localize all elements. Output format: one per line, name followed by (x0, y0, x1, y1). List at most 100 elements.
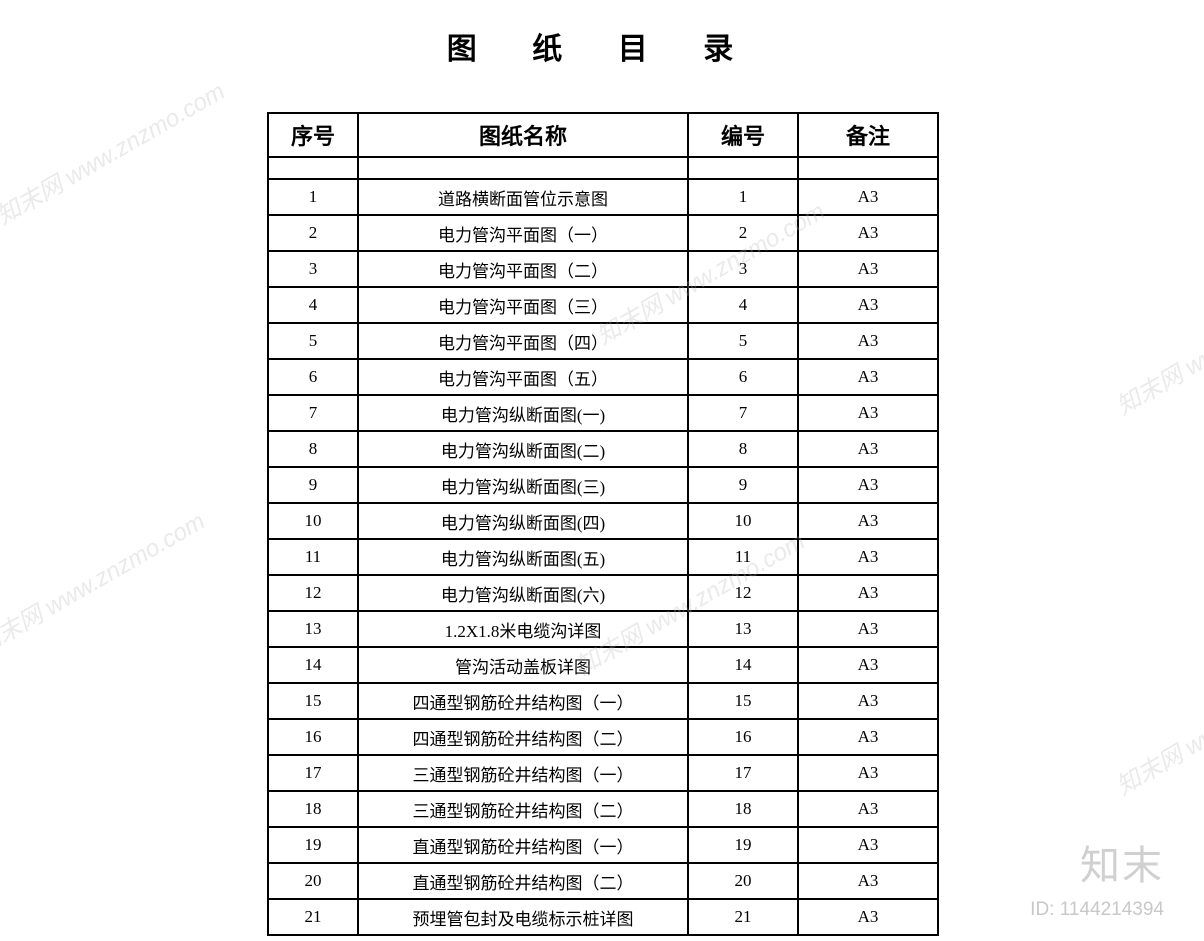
cell-name: 1.2X1.8米电缆沟详图 (358, 611, 688, 647)
cell-seq: 16 (268, 719, 358, 755)
cell-name: 电力管沟纵断面图(五) (358, 539, 688, 575)
cell-name: 三通型钢筋砼井结构图（一） (358, 755, 688, 791)
cell-remark: A3 (798, 251, 938, 287)
cell-name: 四通型钢筋砼井结构图（一） (358, 683, 688, 719)
cell-name: 电力管沟平面图（一） (358, 215, 688, 251)
cell-number: 19 (688, 827, 798, 863)
cell-remark: A3 (798, 827, 938, 863)
cell-number: 20 (688, 863, 798, 899)
cell-name: 电力管沟平面图（三） (358, 287, 688, 323)
cell-seq: 17 (268, 755, 358, 791)
cell-remark: A3 (798, 575, 938, 611)
empty-cell (798, 157, 938, 179)
cell-name: 电力管沟纵断面图(六) (358, 575, 688, 611)
table-row: 131.2X1.8米电缆沟详图13A3 (268, 611, 938, 647)
cell-seq: 14 (268, 647, 358, 683)
header-seq: 序号 (268, 113, 358, 157)
cell-name: 道路横断面管位示意图 (358, 179, 688, 215)
table-row: 17三通型钢筋砼井结构图（一）17A3 (268, 755, 938, 791)
cell-remark: A3 (798, 719, 938, 755)
page-title: 图 纸 目 录 (0, 24, 1204, 68)
cell-number: 11 (688, 539, 798, 575)
drawing-list-table-container: 序号 图纸名称 编号 备注 1道路横断面管位示意图1A32电力管沟平面图（一）2… (267, 112, 937, 936)
cell-remark: A3 (798, 323, 938, 359)
cell-remark: A3 (798, 863, 938, 899)
cell-seq: 5 (268, 323, 358, 359)
empty-cell (688, 157, 798, 179)
cell-seq: 15 (268, 683, 358, 719)
cell-name: 电力管沟平面图（二） (358, 251, 688, 287)
cell-remark: A3 (798, 755, 938, 791)
table-row: 10电力管沟纵断面图(四)10A3 (268, 503, 938, 539)
cell-remark: A3 (798, 287, 938, 323)
cell-seq: 2 (268, 215, 358, 251)
cell-number: 21 (688, 899, 798, 935)
watermark-logo: 知末 (1080, 833, 1164, 891)
cell-number: 2 (688, 215, 798, 251)
table-row: 5电力管沟平面图（四）5A3 (268, 323, 938, 359)
cell-number: 7 (688, 395, 798, 431)
cell-number: 10 (688, 503, 798, 539)
cell-name: 电力管沟纵断面图(二) (358, 431, 688, 467)
cell-name: 三通型钢筋砼井结构图（二） (358, 791, 688, 827)
cell-remark: A3 (798, 683, 938, 719)
cell-number: 8 (688, 431, 798, 467)
table-row: 3电力管沟平面图（二）3A3 (268, 251, 938, 287)
cell-name: 电力管沟纵断面图(一) (358, 395, 688, 431)
cell-number: 6 (688, 359, 798, 395)
cell-seq: 6 (268, 359, 358, 395)
cell-number: 12 (688, 575, 798, 611)
cell-name: 直通型钢筋砼井结构图（一） (358, 827, 688, 863)
cell-number: 16 (688, 719, 798, 755)
cell-name: 管沟活动盖板详图 (358, 647, 688, 683)
table-row: 16四通型钢筋砼井结构图（二）16A3 (268, 719, 938, 755)
table-row: 20直通型钢筋砼井结构图（二）20A3 (268, 863, 938, 899)
cell-name: 预埋管包封及电缆标示桩详图 (358, 899, 688, 935)
cell-number: 17 (688, 755, 798, 791)
cell-remark: A3 (798, 539, 938, 575)
table-empty-row (268, 157, 938, 179)
cell-seq: 4 (268, 287, 358, 323)
cell-seq: 10 (268, 503, 358, 539)
cell-name: 电力管沟纵断面图(三) (358, 467, 688, 503)
table-row: 8电力管沟纵断面图(二)8A3 (268, 431, 938, 467)
header-remark: 备注 (798, 113, 938, 157)
table-row: 14管沟活动盖板详图14A3 (268, 647, 938, 683)
header-name: 图纸名称 (358, 113, 688, 157)
watermark-id: ID: 1144214394 (1030, 899, 1164, 921)
watermark-diagonal: 知末网 www.znzmo.com (1109, 262, 1204, 422)
table-row: 21预埋管包封及电缆标示桩详图21A3 (268, 899, 938, 935)
cell-number: 9 (688, 467, 798, 503)
cell-remark: A3 (798, 179, 938, 215)
cell-seq: 9 (268, 467, 358, 503)
cell-seq: 20 (268, 863, 358, 899)
cell-name: 电力管沟平面图（五） (358, 359, 688, 395)
cell-number: 5 (688, 323, 798, 359)
cell-number: 1 (688, 179, 798, 215)
table-row: 15四通型钢筋砼井结构图（一）15A3 (268, 683, 938, 719)
table-row: 18三通型钢筋砼井结构图（二）18A3 (268, 791, 938, 827)
cell-seq: 19 (268, 827, 358, 863)
table-row: 7电力管沟纵断面图(一)7A3 (268, 395, 938, 431)
table-row: 19直通型钢筋砼井结构图（一）19A3 (268, 827, 938, 863)
cell-number: 15 (688, 683, 798, 719)
table-row: 2电力管沟平面图（一）2A3 (268, 215, 938, 251)
cell-seq: 18 (268, 791, 358, 827)
watermark-diagonal: 知末网 www.znzmo.com (0, 72, 230, 232)
cell-number: 3 (688, 251, 798, 287)
cell-remark: A3 (798, 359, 938, 395)
cell-name: 四通型钢筋砼井结构图（二） (358, 719, 688, 755)
cell-seq: 13 (268, 611, 358, 647)
cell-remark: A3 (798, 503, 938, 539)
cell-name: 电力管沟平面图（四） (358, 323, 688, 359)
table-header-row: 序号 图纸名称 编号 备注 (268, 113, 938, 157)
cell-number: 13 (688, 611, 798, 647)
table-row: 11电力管沟纵断面图(五)11A3 (268, 539, 938, 575)
cell-remark: A3 (798, 431, 938, 467)
empty-cell (268, 157, 358, 179)
cell-seq: 3 (268, 251, 358, 287)
watermark-diagonal: 知末网 www.znzmo.com (1109, 642, 1204, 802)
drawing-list-table: 序号 图纸名称 编号 备注 1道路横断面管位示意图1A32电力管沟平面图（一）2… (267, 112, 939, 936)
table-row: 9电力管沟纵断面图(三)9A3 (268, 467, 938, 503)
cell-name: 电力管沟纵断面图(四) (358, 503, 688, 539)
